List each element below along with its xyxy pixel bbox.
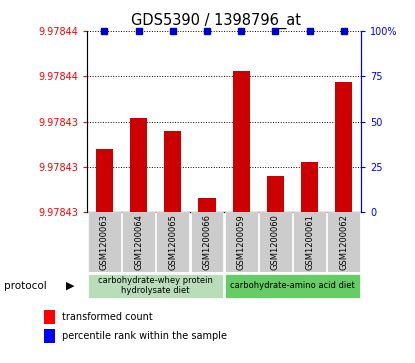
- Bar: [335, 82, 352, 212]
- Text: GSM1200062: GSM1200062: [339, 214, 349, 270]
- Text: percentile rank within the sample: percentile rank within the sample: [62, 331, 227, 341]
- Text: GSM1200060: GSM1200060: [271, 214, 280, 270]
- Text: GSM1200061: GSM1200061: [305, 214, 314, 270]
- Bar: [225, 274, 360, 298]
- Bar: [164, 131, 181, 212]
- Bar: [301, 162, 318, 212]
- Text: GSM1200065: GSM1200065: [168, 214, 177, 270]
- Bar: [190, 212, 223, 272]
- Text: GSM1200059: GSM1200059: [237, 214, 246, 270]
- Bar: [122, 212, 155, 272]
- Text: carbohydrate-whey protein
hydrolysate diet: carbohydrate-whey protein hydrolysate di…: [98, 276, 213, 295]
- Text: ▶: ▶: [66, 281, 75, 291]
- Bar: [130, 118, 147, 212]
- Bar: [88, 274, 223, 298]
- Bar: [198, 198, 215, 212]
- Bar: [225, 212, 258, 272]
- Bar: [267, 176, 284, 212]
- Bar: [327, 212, 360, 272]
- Bar: [233, 71, 250, 212]
- Text: carbohydrate-amino acid diet: carbohydrate-amino acid diet: [230, 281, 355, 290]
- Text: GSM1200064: GSM1200064: [134, 214, 143, 270]
- Bar: [259, 212, 292, 272]
- Text: protocol: protocol: [4, 281, 47, 291]
- Bar: [293, 212, 326, 272]
- Text: GSM1200063: GSM1200063: [100, 214, 109, 270]
- Text: GDS5390 / 1398796_at: GDS5390 / 1398796_at: [131, 13, 301, 29]
- Bar: [88, 212, 121, 272]
- Bar: [44, 329, 55, 343]
- Bar: [156, 212, 189, 272]
- Bar: [96, 149, 113, 212]
- Text: GSM1200066: GSM1200066: [203, 214, 212, 270]
- Bar: [44, 310, 55, 323]
- Text: transformed count: transformed count: [62, 312, 153, 322]
